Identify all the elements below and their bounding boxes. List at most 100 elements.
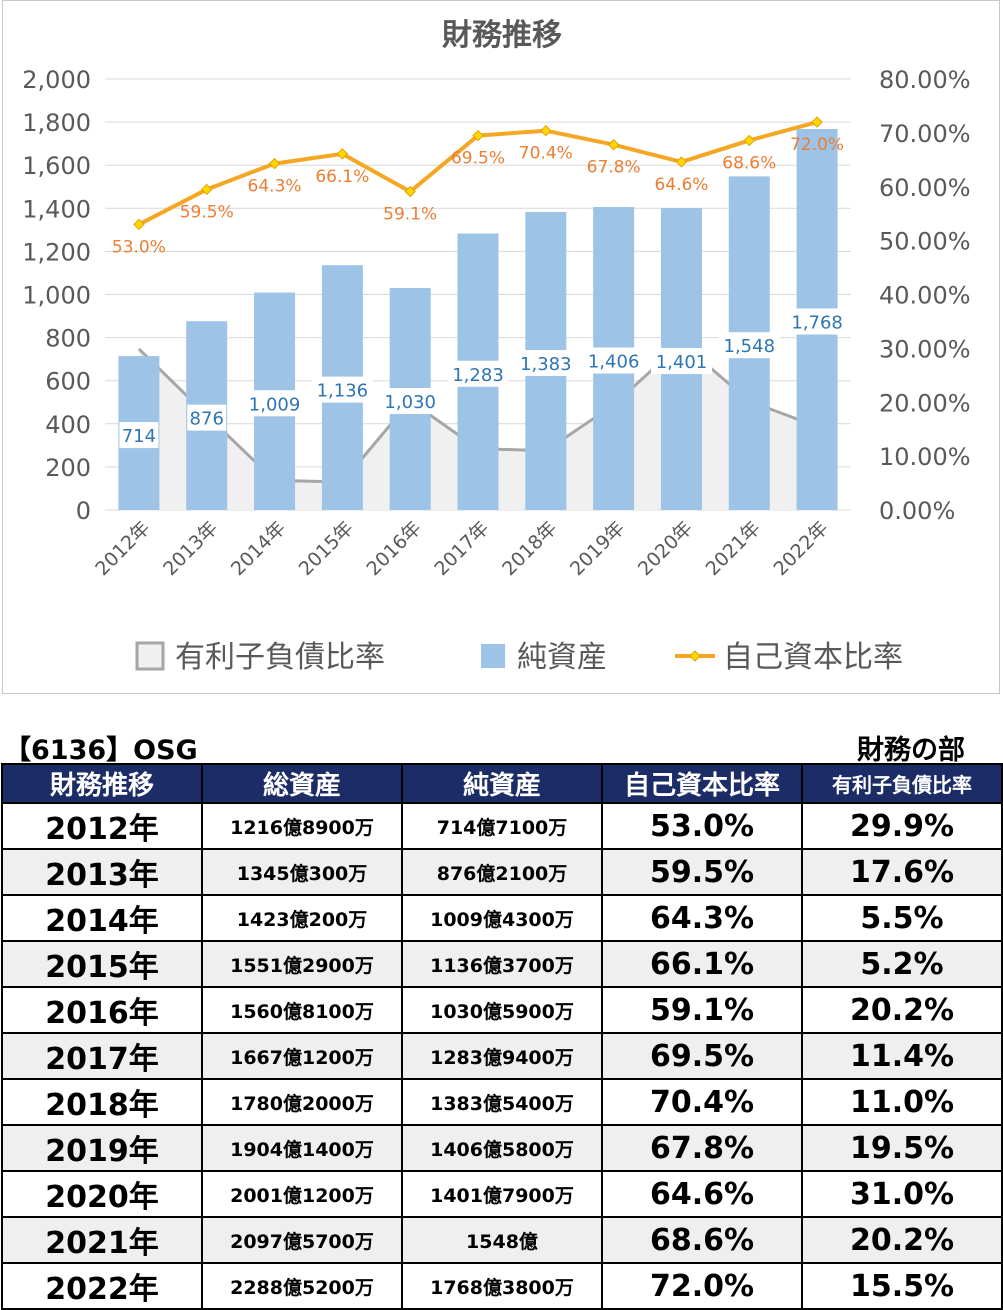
- stock-code-label: 【6136】OSG: [4, 735, 198, 766]
- x-axis-tick: 2019年: [566, 517, 629, 580]
- cell-year: 2017年: [1, 1032, 203, 1080]
- bar-label-bg: [583, 347, 645, 374]
- line-data-label: 59.1%: [383, 205, 437, 225]
- x-axis-tick: 2016年: [363, 517, 426, 580]
- bar-data-label: 1,136: [317, 381, 369, 402]
- line-data-label: 53.0%: [112, 237, 166, 257]
- left-axis-tick: 1,600: [22, 152, 91, 180]
- table-row: 2020年 2001億1200万 1401億7900万 64.6% 31.0%: [1, 1170, 1003, 1218]
- x-axis-tick: 2022年: [769, 517, 832, 580]
- bar-label-bg: [650, 348, 712, 375]
- financial-table: 財務推移 総資産 純資産 自己資本比率 有利子負債比率 2012年 1216億89…: [1, 763, 1003, 1310]
- cell-debt-ratio: 19.5%: [801, 1124, 1003, 1172]
- cell-year: 2018年: [1, 1078, 203, 1126]
- cell-equity-ratio: 64.6%: [601, 1170, 803, 1218]
- cell-equity-ratio: 70.4%: [601, 1078, 803, 1126]
- left-axis-tick: 400: [45, 411, 91, 439]
- bar-data-label: 1,548: [724, 336, 776, 357]
- cell-total-assets: 1560億8100万: [201, 986, 403, 1034]
- bar-label-bg: [311, 376, 373, 403]
- cell-total-assets: 2097億5700万: [201, 1216, 403, 1264]
- col-header-equity-ratio: 自己資本比率: [601, 763, 803, 804]
- line-marker: [404, 185, 416, 198]
- col-header-debt-ratio: 有利子負債比率: [801, 763, 1003, 804]
- cell-year: 2015年: [1, 940, 203, 988]
- cell-year: 2012年: [1, 802, 203, 850]
- left-axis-tick: 200: [45, 454, 91, 482]
- cell-equity-ratio: 66.1%: [601, 940, 803, 988]
- line-marker: [607, 139, 620, 151]
- line-marker: [540, 125, 552, 137]
- left-axis-tick: 2,000: [22, 66, 91, 94]
- left-axis-tick: 600: [45, 368, 91, 396]
- cell-total-assets: 1423億200万: [201, 894, 403, 942]
- right-axis-tick: 0.00%: [879, 497, 955, 525]
- table-row: 2012年 1216億8900万 714億7100万 53.0% 29.9%: [1, 802, 1003, 850]
- cell-equity-ratio: 59.5%: [601, 848, 803, 896]
- cell-debt-ratio: 11.0%: [801, 1078, 1003, 1126]
- line-data-label: 59.5%: [180, 202, 234, 222]
- line-data-label: 70.4%: [519, 144, 573, 164]
- table-row: 2022年 2288億5200万 1768億3800万 72.0% 15.5%: [1, 1262, 1003, 1310]
- x-axis-tick: 2020年: [634, 517, 697, 580]
- cell-debt-ratio: 20.2%: [801, 986, 1003, 1034]
- cell-equity-ratio: 68.6%: [601, 1216, 803, 1264]
- x-axis-tick: 2015年: [295, 517, 358, 580]
- right-axis-tick: 20.00%: [879, 389, 971, 417]
- line-data-label: 64.3%: [248, 177, 302, 197]
- line-data-label: 72.0%: [790, 135, 844, 155]
- table-row: 2017年 1667億1200万 1283億9400万 69.5% 11.4%: [1, 1032, 1003, 1080]
- cell-net-assets: 1030億5900万: [401, 986, 603, 1034]
- table-row: 2013年 1345億300万 876億2100万 59.5% 17.6%: [1, 848, 1003, 896]
- line-marker: [336, 148, 349, 160]
- cell-equity-ratio: 72.0%: [601, 1262, 803, 1310]
- table-row: 2014年 1423億200万 1009億4300万 64.3% 5.5%: [1, 894, 1003, 942]
- left-axis-tick: 1,800: [22, 109, 91, 137]
- table-row: 2015年 1551億2900万 1136億3700万 66.1% 5.2%: [1, 940, 1003, 988]
- cell-net-assets: 1283億9400万: [401, 1032, 603, 1080]
- cell-year: 2021年: [1, 1216, 203, 1264]
- table-caption: 【6136】OSG 財務の部: [0, 728, 1003, 766]
- cell-net-assets: 876億2100万: [401, 848, 603, 896]
- cell-equity-ratio: 64.3%: [601, 894, 803, 942]
- cell-equity-ratio: 67.8%: [601, 1124, 803, 1172]
- cell-net-assets: 714億7100万: [401, 802, 603, 850]
- cell-debt-ratio: 5.2%: [801, 940, 1003, 988]
- cell-year: 2019年: [1, 1124, 203, 1172]
- line-marker: [472, 129, 484, 142]
- cell-net-assets: 1136億3700万: [401, 940, 603, 988]
- cell-debt-ratio: 31.0%: [801, 1170, 1003, 1218]
- cell-equity-ratio: 69.5%: [601, 1032, 803, 1080]
- bar-label-bg: [447, 360, 509, 387]
- line-marker: [743, 134, 755, 147]
- x-axis-tick: 2021年: [702, 517, 765, 580]
- bar-label-bg: [515, 349, 577, 376]
- table-row: 2019年 1904億1400万 1406億5800万 67.8% 19.5%: [1, 1124, 1003, 1172]
- bar-data-label: 876: [190, 409, 224, 430]
- cell-equity-ratio: 59.1%: [601, 986, 803, 1034]
- bar-data-label: 1,383: [520, 354, 572, 375]
- x-axis-tick: 2013年: [159, 517, 222, 580]
- right-axis-tick: 40.00%: [879, 282, 971, 310]
- legend-marker-equity-ratio: [689, 650, 701, 662]
- right-axis-tick: 10.00%: [879, 443, 971, 471]
- cell-total-assets: 2001億1200万: [201, 1170, 403, 1218]
- bar-data-label: 1,009: [249, 394, 301, 415]
- cell-net-assets: 1548億: [401, 1216, 603, 1264]
- bar-data-label: 1,401: [656, 352, 708, 373]
- line-data-label: 64.6%: [654, 175, 708, 195]
- left-axis-tick: 800: [45, 325, 91, 353]
- cell-equity-ratio: 53.0%: [601, 802, 803, 850]
- right-axis-tick: 70.00%: [879, 120, 971, 148]
- bar-label-bg: [244, 390, 306, 417]
- cell-total-assets: 1780億2000万: [201, 1078, 403, 1126]
- line-data-label: 69.5%: [451, 149, 505, 169]
- bar-data-label: 714: [122, 426, 156, 447]
- cell-year: 2013年: [1, 848, 203, 896]
- left-axis-tick: 1,400: [22, 195, 91, 223]
- x-axis-tick: 2012年: [91, 517, 154, 580]
- legend-swatch-net-assets: [481, 644, 505, 668]
- bar-data-label: 1,768: [791, 312, 843, 333]
- left-axis-tick: 1,000: [22, 282, 91, 310]
- x-axis-tick: 2017年: [430, 517, 493, 580]
